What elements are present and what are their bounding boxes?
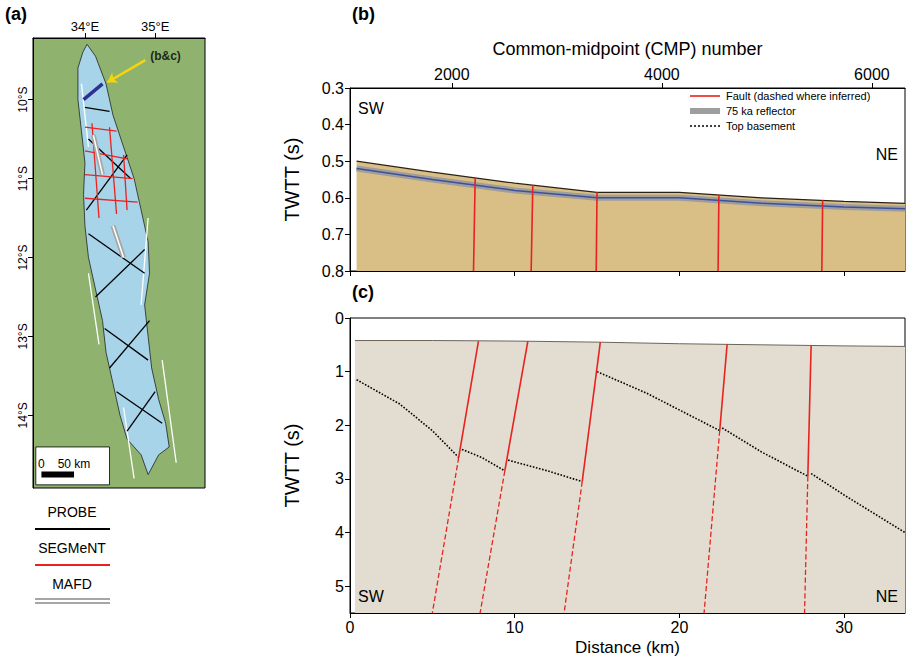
svg-text:NE: NE <box>876 146 898 163</box>
svg-text:14°S: 14°S <box>16 402 30 428</box>
svg-text:20: 20 <box>670 619 688 636</box>
svg-text:10: 10 <box>506 619 524 636</box>
svg-text:11°S: 11°S <box>16 166 30 191</box>
svg-text:10°S: 10°S <box>16 87 30 113</box>
svg-text:TWTT (s): TWTT (s) <box>281 137 303 221</box>
svg-text:30: 30 <box>835 619 853 636</box>
svg-text:75 ka reflector: 75 ka reflector <box>726 105 796 117</box>
svg-text:PROBE: PROBE <box>47 504 96 520</box>
svg-text:0: 0 <box>38 457 45 471</box>
svg-text:Common-midpoint (CMP) number: Common-midpoint (CMP) number <box>492 39 762 59</box>
svg-text:0.8: 0.8 <box>322 263 344 280</box>
svg-text:4000: 4000 <box>644 66 680 83</box>
svg-text:0: 0 <box>346 619 355 636</box>
svg-text:0.7: 0.7 <box>322 226 344 243</box>
svg-text:TWTT (s): TWTT (s) <box>281 423 303 507</box>
svg-text:6000: 6000 <box>854 66 890 83</box>
svg-text:SW: SW <box>358 588 385 605</box>
svg-text:0.6: 0.6 <box>322 189 344 206</box>
svg-text:Fault (dashed where inferred): Fault (dashed where inferred) <box>726 90 870 102</box>
svg-text:(b&c): (b&c) <box>150 49 181 63</box>
svg-text:Distance (km): Distance (km) <box>575 638 680 657</box>
svg-text:12°S: 12°S <box>16 244 30 270</box>
svg-text:(b): (b) <box>352 4 375 24</box>
svg-text:SEGMeNT: SEGMeNT <box>38 540 106 556</box>
svg-text:2: 2 <box>335 417 344 434</box>
svg-text:13°S: 13°S <box>16 323 30 349</box>
svg-text:5: 5 <box>335 578 344 595</box>
svg-text:(c): (c) <box>352 282 374 302</box>
svg-text:(a): (a) <box>5 4 27 24</box>
svg-text:2000: 2000 <box>434 66 470 83</box>
svg-text:50 km: 50 km <box>58 457 91 471</box>
svg-text:Top basement: Top basement <box>726 120 795 132</box>
svg-text:SW: SW <box>358 100 385 117</box>
svg-text:NE: NE <box>876 588 898 605</box>
svg-text:34°E: 34°E <box>71 19 100 34</box>
svg-text:0: 0 <box>335 310 344 327</box>
svg-text:1: 1 <box>335 363 344 380</box>
svg-text:0.5: 0.5 <box>322 153 344 170</box>
svg-text:35°E: 35°E <box>141 19 170 34</box>
svg-text:4: 4 <box>335 524 344 541</box>
svg-text:0.4: 0.4 <box>322 116 344 133</box>
svg-text:MAFD: MAFD <box>52 576 92 592</box>
svg-text:0.3: 0.3 <box>322 80 344 97</box>
svg-text:3: 3 <box>335 470 344 487</box>
